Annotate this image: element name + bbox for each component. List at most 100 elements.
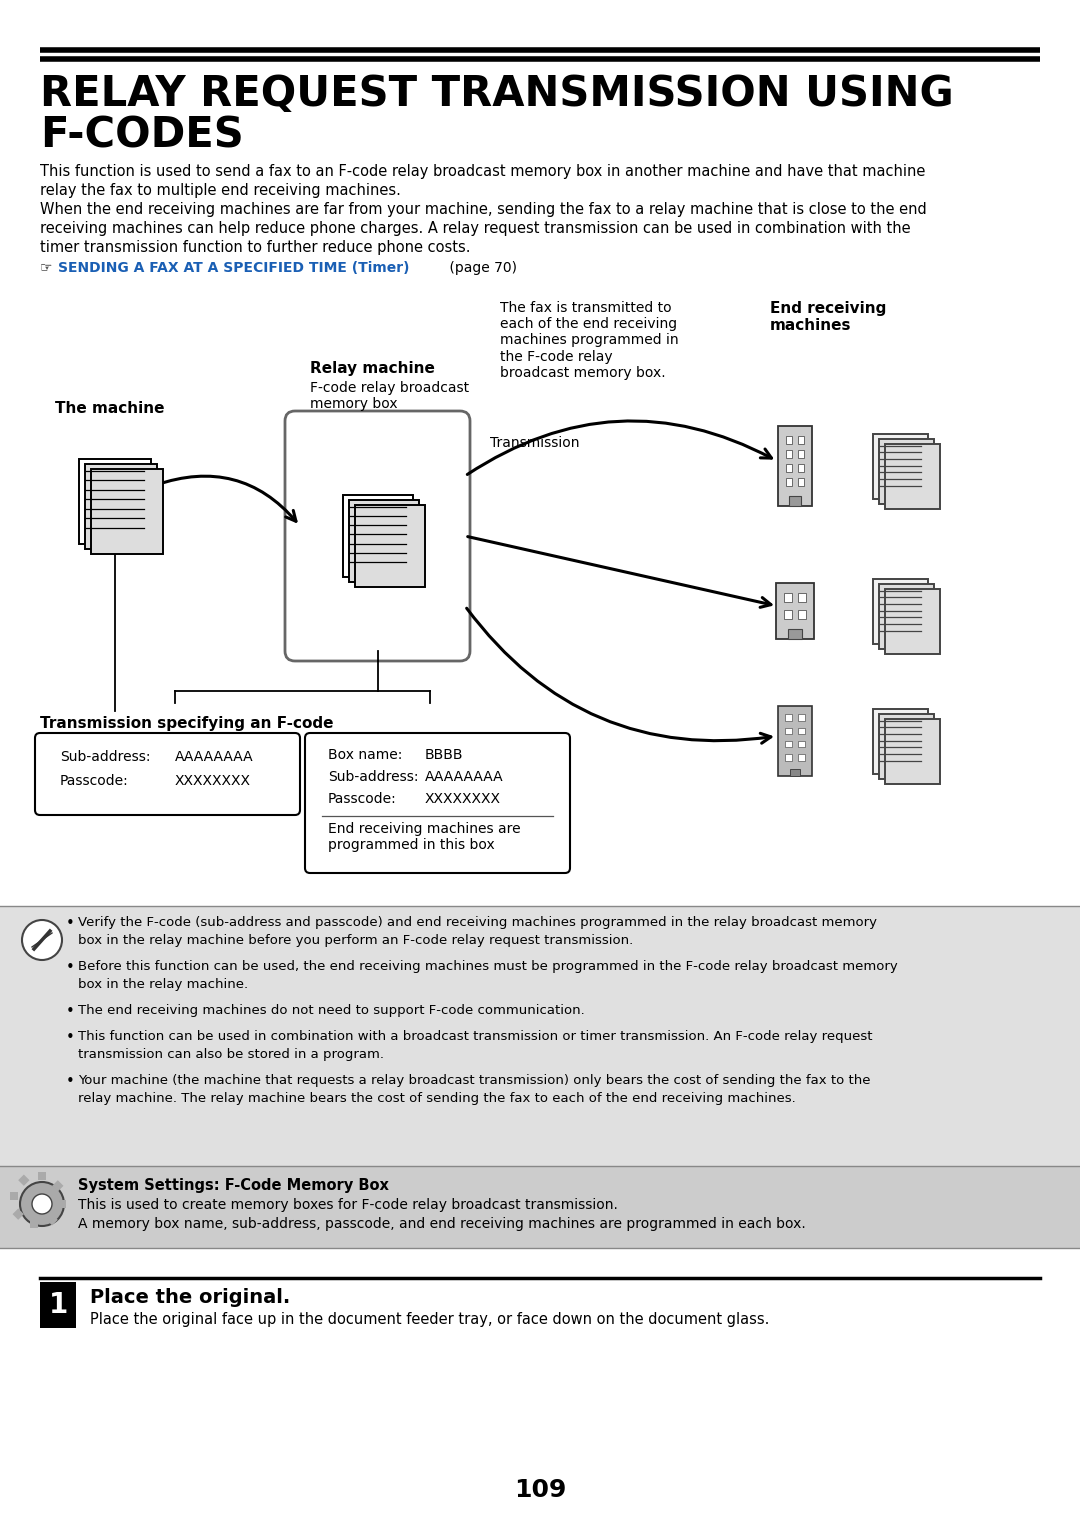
Text: Verify the F-code (sub-address and passcode) and end receiving machines programm: Verify the F-code (sub-address and passc… <box>78 915 877 929</box>
Bar <box>785 741 792 747</box>
Text: Passcode:: Passcode: <box>60 775 129 788</box>
Bar <box>784 610 793 619</box>
Bar <box>785 753 792 761</box>
Bar <box>798 435 805 445</box>
Text: SENDING A FAX AT A SPECIFIED TIME (Timer): SENDING A FAX AT A SPECIFIED TIME (Timer… <box>58 261 409 275</box>
Bar <box>13 1209 24 1219</box>
Bar <box>786 435 793 445</box>
Bar <box>798 451 805 458</box>
Text: Passcode:: Passcode: <box>328 792 396 805</box>
Text: Your machine (the machine that requests a relay broadcast transmission) only bea: Your machine (the machine that requests … <box>78 1074 870 1086</box>
FancyBboxPatch shape <box>35 733 300 814</box>
Bar <box>873 709 928 773</box>
Bar <box>38 1172 46 1180</box>
Bar <box>885 588 940 654</box>
FancyBboxPatch shape <box>285 411 470 662</box>
Text: Sub-address:: Sub-address: <box>328 770 419 784</box>
Text: F-CODES: F-CODES <box>40 115 244 157</box>
Bar <box>798 741 805 747</box>
Bar <box>885 718 940 784</box>
Text: AAAAAAAA: AAAAAAAA <box>426 770 503 784</box>
Bar <box>878 584 933 648</box>
Bar <box>798 753 805 761</box>
Text: relay the fax to multiple end receiving machines.: relay the fax to multiple end receiving … <box>40 183 401 199</box>
Bar <box>878 439 933 504</box>
Text: 1: 1 <box>49 1291 68 1319</box>
Bar <box>798 478 805 486</box>
Text: BBBB: BBBB <box>426 749 463 762</box>
Bar <box>788 630 801 639</box>
Bar <box>878 714 933 778</box>
Bar <box>85 463 157 549</box>
Bar <box>778 706 812 776</box>
Text: F-code relay broadcast
memory box: F-code relay broadcast memory box <box>310 380 469 411</box>
Bar <box>873 434 928 498</box>
Circle shape <box>21 1183 64 1225</box>
Bar <box>349 500 419 582</box>
Bar <box>10 1192 18 1199</box>
Circle shape <box>22 920 62 960</box>
Text: Sub-address:: Sub-address: <box>60 750 150 764</box>
Bar <box>873 579 928 643</box>
Text: Transmission specifying an F-code: Transmission specifying an F-code <box>40 717 334 730</box>
Text: A memory box name, sub-address, passcode, and end receiving machines are program: A memory box name, sub-address, passcode… <box>78 1216 806 1232</box>
Text: box in the relay machine.: box in the relay machine. <box>78 978 248 992</box>
Text: System Settings: F-Code Memory Box: System Settings: F-Code Memory Box <box>78 1178 389 1193</box>
Text: •: • <box>66 1074 75 1089</box>
Text: Transmission: Transmission <box>490 435 580 451</box>
Bar <box>798 714 805 721</box>
Text: Box name:: Box name: <box>328 749 403 762</box>
Bar <box>18 1175 29 1186</box>
Text: This function can be used in combination with a broadcast transmission or timer : This function can be used in combination… <box>78 1030 873 1044</box>
Bar <box>789 769 800 776</box>
Text: XXXXXXXX: XXXXXXXX <box>426 792 501 805</box>
Text: This is used to create memory boxes for F-code relay broadcast transmission.: This is used to create memory boxes for … <box>78 1198 618 1212</box>
Bar <box>777 584 814 639</box>
Text: Before this function can be used, the end receiving machines must be programmed : Before this function can be used, the en… <box>78 960 897 973</box>
Text: RELAY REQUEST TRANSMISSION USING: RELAY REQUEST TRANSMISSION USING <box>40 73 954 115</box>
Bar <box>785 727 792 733</box>
Bar <box>0 906 1080 1166</box>
Bar <box>798 465 805 472</box>
Text: Place the original.: Place the original. <box>90 1288 291 1306</box>
Text: •: • <box>66 1004 75 1019</box>
Text: The fax is transmitted to
each of the end receiving
machines programmed in
the F: The fax is transmitted to each of the en… <box>500 301 678 380</box>
Text: relay machine. The relay machine bears the cost of sending the fax to each of th: relay machine. The relay machine bears t… <box>78 1093 796 1105</box>
Bar <box>778 426 812 506</box>
Bar <box>786 465 793 472</box>
Text: This function is used to send a fax to an F-code relay broadcast memory box in a: This function is used to send a fax to a… <box>40 163 926 179</box>
Text: •: • <box>66 960 75 975</box>
Text: The end receiving machines do not need to support F-code communication.: The end receiving machines do not need t… <box>78 1004 584 1018</box>
Text: •: • <box>66 1030 75 1045</box>
Bar <box>30 1219 38 1229</box>
Text: End receiving machines are
programmed in this box: End receiving machines are programmed in… <box>328 822 521 853</box>
Bar <box>784 593 793 602</box>
Text: receiving machines can help reduce phone charges. A relay request transmission c: receiving machines can help reduce phone… <box>40 222 910 235</box>
Text: •: • <box>66 915 75 931</box>
Bar <box>52 1180 64 1192</box>
Bar <box>885 443 940 509</box>
Text: ☞︎: ☞︎ <box>40 261 57 275</box>
Text: Relay machine: Relay machine <box>310 361 435 376</box>
Circle shape <box>32 1193 52 1215</box>
Text: The machine: The machine <box>55 400 164 416</box>
Bar <box>40 1282 76 1328</box>
Bar <box>46 1215 58 1225</box>
Bar <box>342 495 413 578</box>
Text: timer transmission function to further reduce phone costs.: timer transmission function to further r… <box>40 240 471 255</box>
Text: XXXXXXXX: XXXXXXXX <box>175 775 251 788</box>
Bar <box>58 1199 66 1209</box>
Text: End receiving
machines: End receiving machines <box>770 301 887 333</box>
Bar <box>786 478 793 486</box>
Bar <box>785 714 792 721</box>
Bar <box>91 469 163 553</box>
Text: Place the original face up in the document feeder tray, or face down on the docu: Place the original face up in the docume… <box>90 1313 769 1326</box>
Bar <box>786 451 793 458</box>
Bar <box>79 458 151 544</box>
Bar <box>798 727 805 733</box>
Bar <box>0 1166 1080 1248</box>
Text: When the end receiving machines are far from your machine, sending the fax to a : When the end receiving machines are far … <box>40 202 927 217</box>
Text: AAAAAAAA: AAAAAAAA <box>175 750 254 764</box>
Text: 109: 109 <box>514 1478 566 1502</box>
Text: (page 70): (page 70) <box>445 261 517 275</box>
